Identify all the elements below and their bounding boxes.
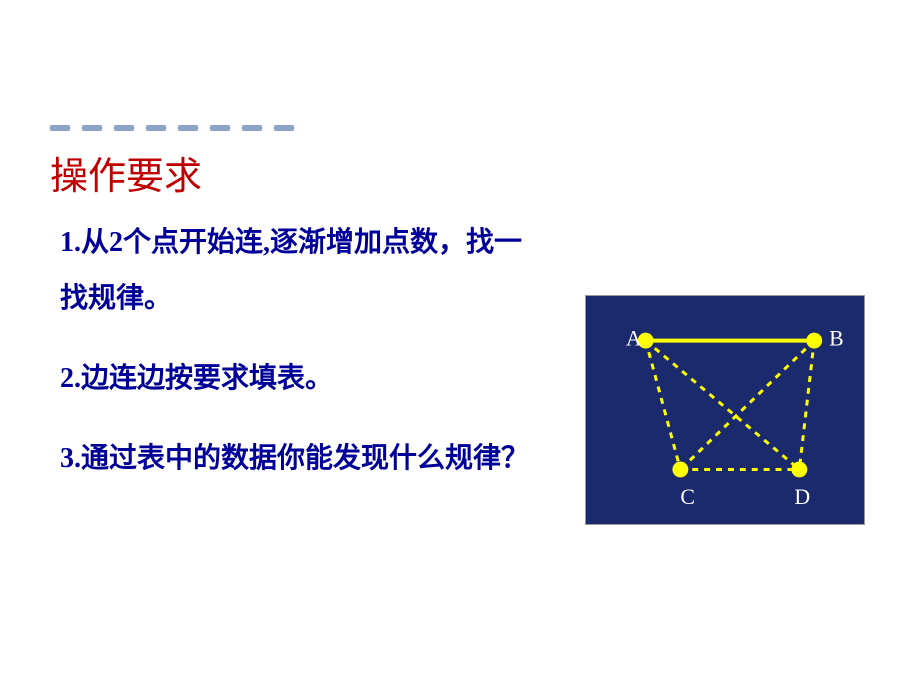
item-number: 2.	[60, 363, 81, 394]
dash	[146, 125, 166, 131]
dash	[50, 125, 70, 131]
dash	[210, 125, 230, 131]
item-text: 边连边按要求填表。	[81, 363, 333, 394]
item-text: 通过表中的数据你能发现什么规律？	[81, 443, 529, 474]
dash	[178, 125, 198, 131]
decorative-dashes	[50, 125, 294, 131]
label-A: A	[626, 327, 642, 351]
content-list: 1.从2个点开始连,逐渐增加点数，找一找规律。 2.边连边按要求填表。 3.通过…	[60, 215, 540, 511]
graph-diagram: A B C D	[585, 295, 865, 525]
dash	[114, 125, 134, 131]
edge-AC	[646, 341, 681, 470]
item-number: 3.	[60, 443, 81, 474]
node-D	[791, 462, 807, 478]
edge-BC	[680, 341, 814, 470]
list-item-2: 2.边连边按要求填表。	[60, 351, 540, 407]
label-D: D	[794, 485, 810, 509]
label-B: B	[829, 327, 844, 351]
graph-svg: A B C D	[586, 296, 864, 524]
dash	[82, 125, 102, 131]
dash	[242, 125, 262, 131]
list-item-3: 3.通过表中的数据你能发现什么规律？	[60, 431, 540, 487]
node-B	[806, 333, 822, 349]
dash	[274, 125, 294, 131]
edge-AD	[646, 341, 800, 470]
item-text: 从2个点开始连,逐渐增加点数，找一找规律。	[60, 227, 522, 314]
list-item-1: 1.从2个点开始连,逐渐增加点数，找一找规律。	[60, 215, 540, 327]
item-number: 1.	[60, 227, 81, 258]
node-C	[672, 462, 688, 478]
edge-BD	[799, 341, 814, 470]
page-title: 操作要求	[50, 145, 202, 200]
label-C: C	[680, 485, 695, 509]
